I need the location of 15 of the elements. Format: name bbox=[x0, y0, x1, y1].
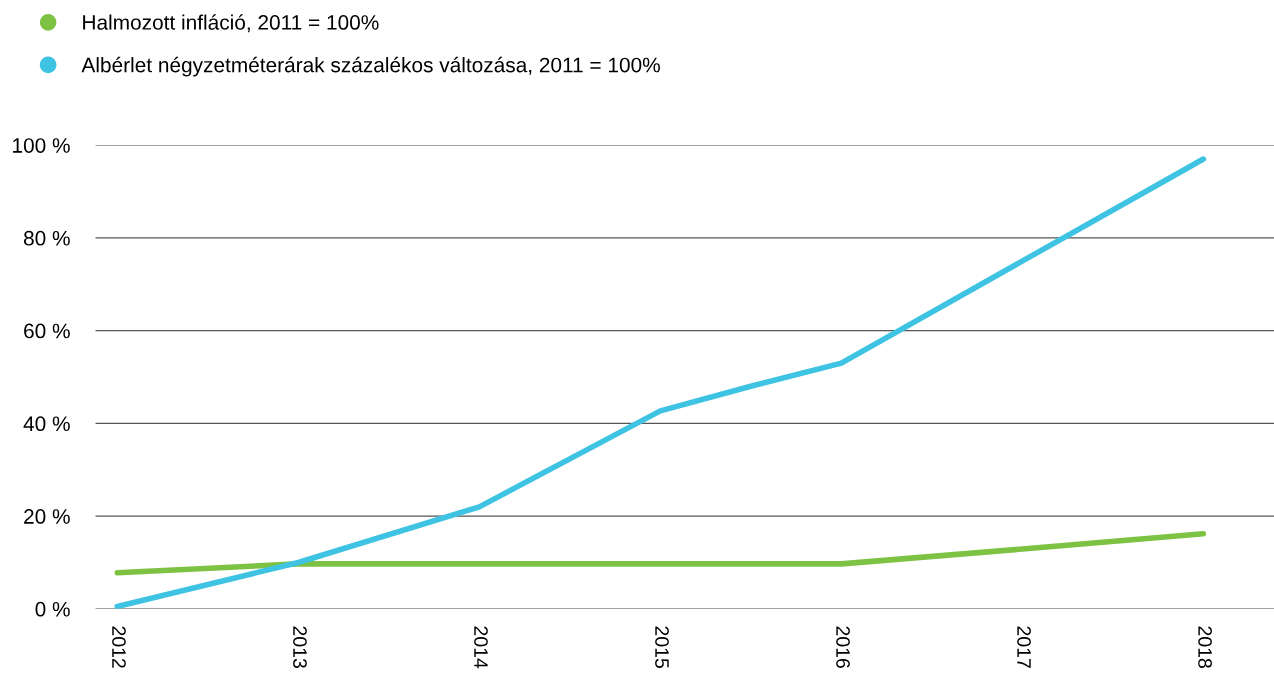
x-tick-label: 2015 bbox=[655, 626, 669, 668]
y-tick-label: 100 % bbox=[13, 138, 70, 153]
y-tick-label: 60 % bbox=[24, 323, 70, 339]
x-tick-label: 2017 bbox=[1017, 626, 1031, 668]
x-tick-label: 2013 bbox=[293, 626, 307, 668]
y-tick-label: 20 % bbox=[24, 509, 70, 524]
y-tick-label: 80 % bbox=[23, 230, 70, 246]
x-tick-label: 2014 bbox=[474, 626, 488, 669]
legend-label: Albérlet négyzetméterárak százalékos változása, 2011 = 100% bbox=[81, 56, 660, 77]
x-tick-label: 2012 bbox=[112, 626, 126, 668]
y-tick-label: 40 % bbox=[23, 416, 70, 432]
x-tick-label: 2018 bbox=[1198, 626, 1212, 668]
legend-label: Halmozott infláció, 2011 = 100% bbox=[83, 14, 379, 33]
x-tick-label: 2016 bbox=[836, 626, 850, 668]
y-tick-label: 0 % bbox=[35, 601, 70, 617]
